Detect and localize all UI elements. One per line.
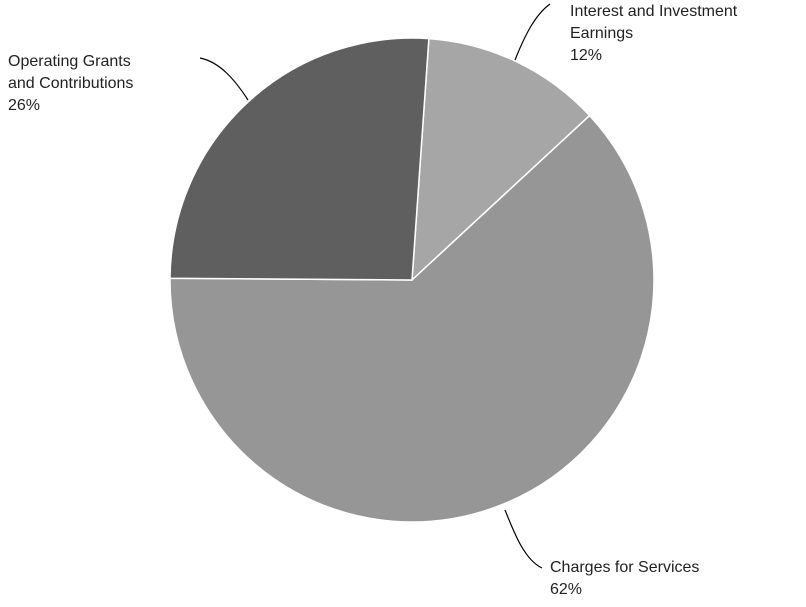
- slice-label: Charges for Services 62%: [550, 557, 770, 601]
- leader-line: [504, 509, 543, 569]
- value-label: 26%: [8, 97, 41, 114]
- leader-line: [199, 57, 249, 101]
- category-label: Charges for Services: [550, 559, 700, 576]
- slice-label: Operating Grants and Contributions 26%: [8, 51, 160, 117]
- pie-slice: [169, 114, 655, 523]
- slice-label: Interest and Investment Earnings 12%: [570, 1, 780, 67]
- value-label: 62%: [550, 581, 583, 598]
- value-label: 12%: [570, 47, 603, 64]
- leader-line: [514, 3, 551, 61]
- pie-slice: [411, 37, 591, 282]
- slices: [169, 37, 655, 523]
- category-label: Interest and Investment Earnings: [570, 3, 738, 42]
- pie-slice: [169, 37, 430, 281]
- category-label: Operating Grants and Contributions: [8, 53, 134, 92]
